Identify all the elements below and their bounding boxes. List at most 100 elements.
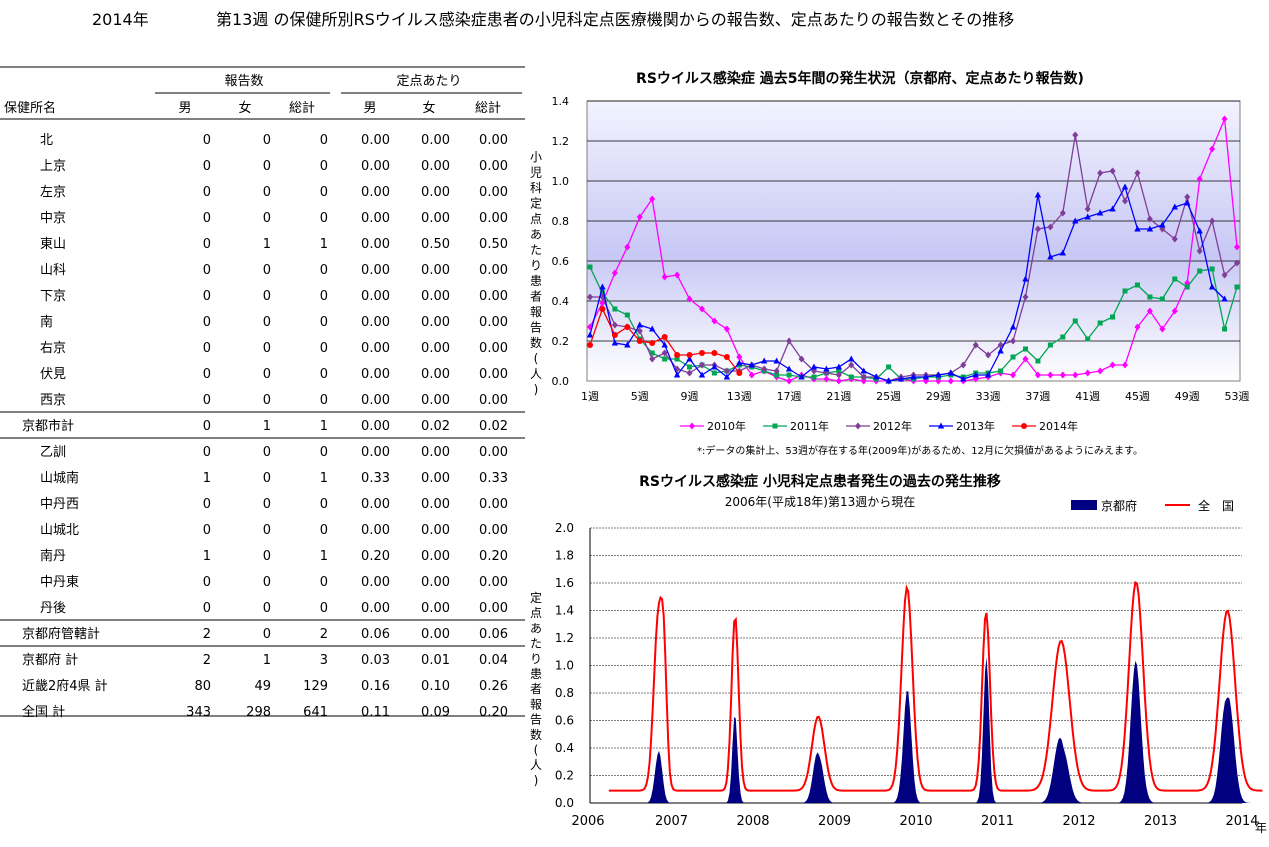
chart2-y-tick: 1.0 <box>555 659 574 673</box>
chart2-ylabel-char: 点 <box>530 606 542 620</box>
table-cell: 1 <box>320 471 328 486</box>
group-header-reports: 報告数 <box>224 74 263 89</box>
data-point <box>1234 259 1240 267</box>
table-cell: 0 <box>203 419 211 434</box>
data-point <box>1084 213 1091 220</box>
table-cell: 0.20 <box>479 549 508 564</box>
data-point <box>1097 367 1104 375</box>
table-cell: 298 <box>246 705 271 718</box>
chart2-x-unit: 年 <box>1255 821 1267 835</box>
table-cell: 0.00 <box>479 523 508 538</box>
table-row-name: 左京 <box>40 185 66 200</box>
table-cell: 0 <box>203 523 211 538</box>
data-point <box>1022 275 1029 282</box>
chart1-ylabel-char: 児 <box>530 166 542 180</box>
table-cell: 0.00 <box>421 627 450 642</box>
data-point <box>1072 217 1079 224</box>
page-title: 2014年 第13週 の保健所別RSウイルス感染症患者の小児科定点医療機関からの… <box>0 6 1269 29</box>
data-point <box>937 422 945 429</box>
table-cell: 0 <box>203 497 211 512</box>
five-year-chart: RSウイルス感染症 過去5年間の発生状況（京都府、定点あたり報告数) *:データ… <box>530 70 1250 457</box>
table-row-name: 京都市計 <box>22 418 74 434</box>
table-cell: 0 <box>263 393 271 408</box>
data-point <box>835 371 842 379</box>
chart2-subtitle: 2006年(平成18年)第13週から現在 <box>725 495 915 509</box>
table-cell: 0.00 <box>421 445 450 460</box>
table-cell: 0.00 <box>421 575 450 590</box>
data-point <box>1171 235 1178 243</box>
data-point <box>1109 361 1116 369</box>
table-cell: 0.06 <box>361 627 390 642</box>
table-cell: 0 <box>203 289 211 304</box>
data-point <box>1147 294 1153 300</box>
table-cell: 0.00 <box>479 185 508 200</box>
data-point <box>611 269 618 277</box>
data-point <box>649 325 656 332</box>
column-header: 女 <box>422 100 435 116</box>
data-point <box>855 422 861 430</box>
table-cell: 0.00 <box>479 133 508 148</box>
table-cell: 49 <box>254 679 271 694</box>
data-point <box>674 356 680 362</box>
data-point <box>1021 423 1027 429</box>
table-cell: 0.16 <box>361 679 390 694</box>
chart2-y-tick: 0.4 <box>555 741 574 755</box>
data-point <box>636 327 643 335</box>
table-cell: 0.04 <box>479 653 508 668</box>
table-cell: 0 <box>320 393 328 408</box>
chart2-x-tick: 2008 <box>736 814 769 829</box>
data-point <box>736 359 743 366</box>
table-cell: 0.00 <box>361 367 390 382</box>
data-point <box>1122 288 1128 294</box>
table-cell: 0 <box>263 159 271 174</box>
table-cell: 0.20 <box>479 705 508 718</box>
data-point <box>823 375 830 383</box>
data-point <box>885 377 892 384</box>
chart2-ylabel-char: 患 <box>530 667 542 681</box>
data-point <box>624 341 631 348</box>
table-row-name: 乙訓 <box>40 444 66 460</box>
data-point <box>711 363 718 370</box>
data-point <box>1146 225 1154 232</box>
chart2-x-tick: 2012 <box>1062 814 1095 829</box>
table-cell: 1 <box>263 419 271 434</box>
chart2-x-tick: 2007 <box>655 814 688 829</box>
table-cell: 0.00 <box>361 159 390 174</box>
data-point <box>1010 371 1017 379</box>
data-point <box>1184 284 1190 290</box>
data-point <box>1010 354 1016 360</box>
chart1-x-tick: 45週 <box>1125 390 1150 403</box>
legend-kyoto-label: 京都府 <box>1101 498 1137 513</box>
data-point <box>984 371 992 378</box>
table-cell: 0 <box>320 601 328 616</box>
data-point <box>723 367 730 375</box>
data-point <box>748 361 755 368</box>
chart2-y-tick: 0.6 <box>555 714 574 728</box>
table-cell: 0.00 <box>421 471 450 486</box>
data-point <box>686 369 693 377</box>
data-point <box>1222 326 1228 332</box>
data-point <box>786 372 792 378</box>
data-point <box>886 364 892 370</box>
data-point <box>599 290 605 296</box>
chart2-y-tick: 0.8 <box>555 686 574 700</box>
data-point <box>1022 346 1028 352</box>
legend-label: 2010年 <box>707 419 746 433</box>
chart2-y-tick: 1.2 <box>555 631 574 645</box>
table-row-name: 南丹 <box>40 548 66 564</box>
data-point <box>848 374 854 380</box>
chart1-ylabel-char: 患 <box>530 274 542 288</box>
table-cell: 129 <box>303 679 328 694</box>
table-cell: 0.00 <box>361 237 390 252</box>
chart1-x-tick: 13週 <box>727 390 752 403</box>
table-cell: 0.20 <box>361 549 390 564</box>
table-cell: 0 <box>263 211 271 226</box>
table-row-name: 京都府管轄計 <box>22 626 100 642</box>
chart1-title: RSウイルス感染症 過去5年間の発生状況（京都府、定点あたり報告数) <box>636 70 1084 87</box>
table-cell: 0.00 <box>479 289 508 304</box>
table-cell: 0 <box>263 185 271 200</box>
table-cell: 80 <box>194 679 211 694</box>
chart2-y-tick: 1.4 <box>555 604 574 618</box>
data-point <box>1184 199 1191 206</box>
data-point <box>823 365 830 372</box>
